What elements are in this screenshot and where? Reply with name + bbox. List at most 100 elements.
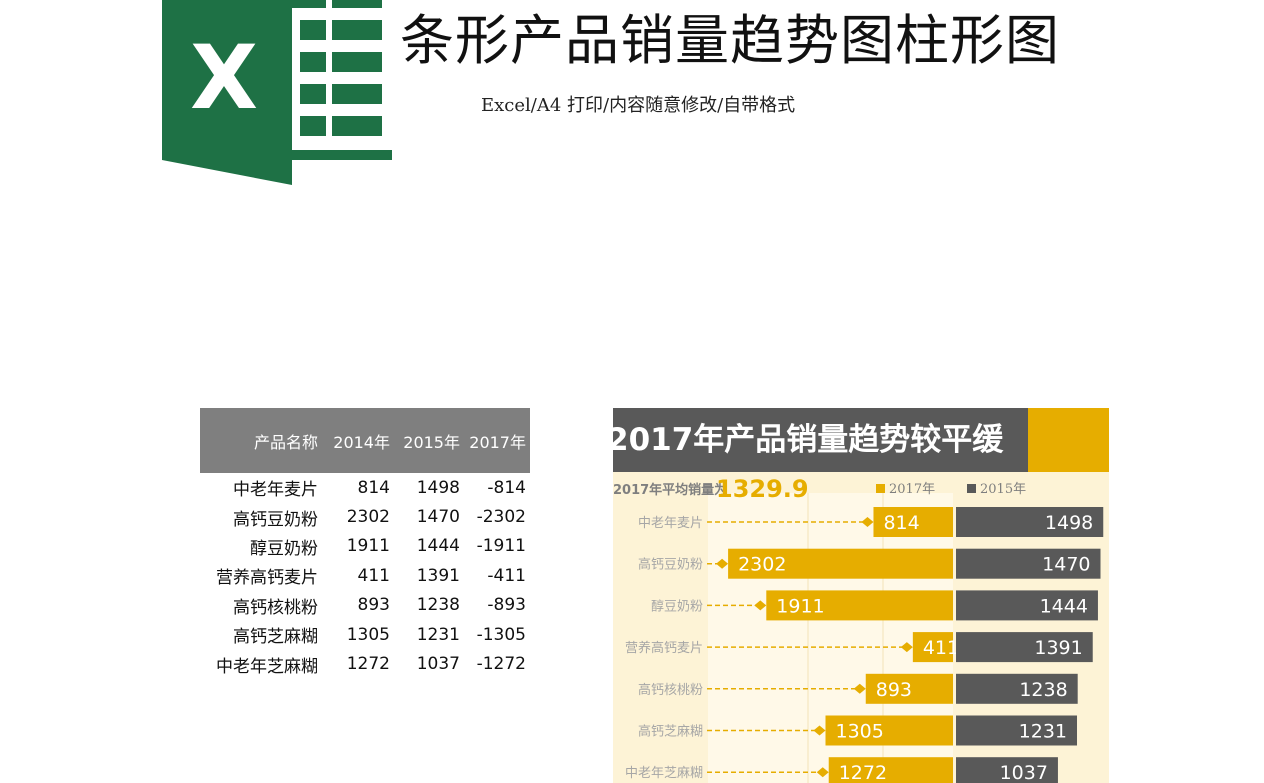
chart-title-accent [1028,408,1109,472]
cell-product: 醇豆奶粉 [250,538,318,559]
cell-2017: -1272 [476,654,526,675]
sales-table: 产品名称 2014年 2015年 2017年 中老年麦片 814 1498 -8… [200,408,530,679]
cell-2017: -1911 [476,536,526,557]
diamond-marker [853,683,866,694]
cell-2014: 1272 [346,654,390,675]
table-row: 高钙豆奶粉 2302 1470 -2302 [200,502,530,531]
bar-2015 [956,757,1058,783]
cell-2014: 1911 [346,536,390,557]
average-value: 1329.9 [716,475,809,503]
chart-title-bar [613,408,1028,472]
bar-2017 [766,590,953,621]
table-header-row: 产品名称 2014年 2015年 2017年 [200,408,530,473]
diamond-marker [816,767,829,778]
bar-label-2017: 814 [883,512,919,534]
category-label: 高钙豆奶粉 [638,557,703,573]
table-row: 营养高钙麦片 411 1391 -411 [200,561,530,590]
bar-2015 [956,632,1093,663]
chart-title: 2017年产品销量趋势较平缓 [613,422,1004,458]
page-title: 条形产品销量趋势图柱形图 [400,9,1060,72]
legend-swatch-2017 [876,484,885,493]
logo-book [162,0,292,185]
category-label: 高钙芝麻糊 [638,724,703,740]
bar-2015 [956,507,1104,537]
cell-2017: -893 [487,595,526,616]
bar-2017 [912,632,953,663]
bar-label-2017: 2302 [738,554,786,576]
bar-2017 [865,673,953,704]
excel-logo-icon: X [162,0,392,185]
diamond-marker [861,517,874,527]
bar-2015 [956,590,1098,621]
column-header-2017: 2017年 [460,408,530,473]
cell-2017: -411 [487,565,526,586]
bar-label-2017: 411 [923,637,959,659]
sales-trend-chart: 2017年产品销量趋势较平缓 2017年平均销量为 1329.9 2017年 2015年… [613,408,1109,783]
category-label: 营养高钙麦片 [625,640,703,656]
bar-2017 [825,715,953,746]
table-row: 中老年芝麻糊 1272 1037 -1272 [200,649,530,678]
cell-2015: 1037 [416,654,460,675]
cell-2014: 411 [357,565,390,586]
bar-2017 [873,507,953,537]
cell-product: 高钙核桃粉 [233,597,318,618]
bar-label-2017: 893 [876,679,912,701]
cell-2014: 814 [357,477,390,498]
cell-2017: -814 [487,477,526,498]
diamond-marker [754,600,767,611]
bar-label-2017: 1305 [836,721,884,743]
bar-2017 [728,548,953,579]
table-row: 醇豆奶粉 1911 1444 -1911 [200,532,530,561]
cell-product: 高钙豆奶粉 [233,509,318,530]
cell-2014: 1305 [346,624,390,645]
category-label: 醇豆奶粉 [651,598,703,614]
cell-2015: 1498 [416,477,460,498]
legend-label-2015: 2015年 [980,482,1026,497]
bar-label-2015: 1238 [1019,679,1067,701]
cell-2015: 1470 [416,507,460,528]
column-header-2015: 2015年 [390,408,460,473]
category-label: 高钙核桃粉 [638,682,703,698]
cell-2017: -2302 [476,507,526,528]
bar-label-2015: 1498 [1045,512,1093,534]
table-row: 高钙芝麻糊 1305 1231 -1305 [200,620,530,649]
category-label: 中老年芝麻糊 [625,765,703,781]
page-subtitle: Excel/A4 打印/内容随意修改/自带格式 [481,95,796,116]
bar-2015 [956,715,1078,746]
logo-grid [286,0,382,136]
average-label: 2017年平均销量为 [613,482,727,498]
bar-label-2015: 1391 [1034,637,1082,659]
bar-2015 [956,673,1078,704]
bar-label-2017: 1911 [776,595,824,617]
table-row: 中老年麦片 814 1498 -814 [200,473,530,502]
logo-letter: X [190,26,258,129]
bar-2017 [828,757,953,783]
legend-label-2017: 2017年 [889,482,935,497]
cell-product: 中老年麦片 [233,480,318,501]
diamond-marker [813,725,826,736]
diamond-marker [716,558,729,569]
table-row: 高钙核桃粉 893 1238 -893 [200,591,530,620]
cell-2015: 1231 [416,624,460,645]
bar-label-2017: 1272 [839,762,887,783]
cell-2014: 893 [357,595,390,616]
bar-2015 [956,548,1101,579]
column-header-2014: 2014年 [326,408,390,473]
diamond-marker [900,642,913,653]
bar-label-2015: 1444 [1040,595,1088,617]
bar-label-2015: 1037 [1000,762,1048,783]
column-header-product: 产品名称 [200,408,326,473]
cell-2015: 1238 [416,595,460,616]
cell-2015: 1444 [416,536,460,557]
cell-product: 营养高钙麦片 [216,568,318,589]
bar-label-2015: 1231 [1019,721,1067,743]
cell-product: 高钙芝麻糊 [233,627,318,648]
cell-product: 中老年芝麻糊 [216,656,318,677]
cell-2014: 2302 [346,507,390,528]
legend-swatch-2015 [967,484,976,493]
cell-2017: -1305 [476,624,526,645]
bar-label-2015: 1470 [1042,554,1090,576]
cell-2015: 1391 [416,565,460,586]
category-label: 中老年麦片 [638,516,703,531]
